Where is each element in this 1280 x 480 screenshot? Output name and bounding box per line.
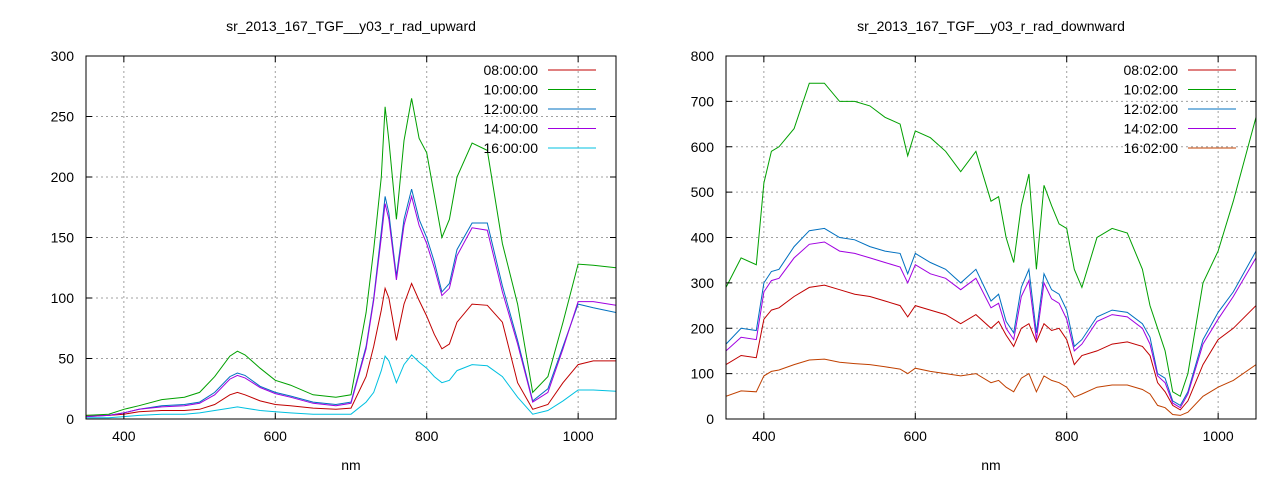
series-line-1 — [86, 282, 616, 416]
y-tick-label: 300 — [691, 275, 715, 291]
legend-label-4: 14:00:00 — [484, 121, 539, 137]
series-line-2 — [726, 82, 1256, 398]
series-line-5 — [86, 354, 616, 419]
legend-label-1: 08:02:00 — [1124, 62, 1179, 78]
x-tick-label: 1000 — [1203, 428, 1234, 444]
y-tick-label: 250 — [51, 109, 75, 125]
legend-label-4: 14:02:00 — [1124, 121, 1179, 137]
y-tick-label: 50 — [58, 351, 74, 367]
x-tick-label: 800 — [415, 428, 439, 444]
x-axis-label: nm — [981, 457, 1000, 473]
x-tick-label: 400 — [752, 428, 776, 444]
y-tick-label: 200 — [691, 320, 715, 336]
legend-label-5: 16:00:00 — [484, 140, 539, 156]
y-tick-label: 400 — [691, 230, 715, 246]
x-tick-label: 600 — [264, 428, 288, 444]
series-line-4 — [726, 241, 1256, 409]
x-tick-label: 1000 — [563, 428, 594, 444]
y-tick-label: 100 — [51, 290, 75, 306]
x-tick-label: 800 — [1055, 428, 1079, 444]
y-tick-label: 500 — [691, 184, 715, 200]
legend-label-2: 10:02:00 — [1124, 82, 1179, 98]
y-tick-label: 800 — [691, 48, 715, 64]
y-tick-label: 700 — [691, 93, 715, 109]
series-line-1 — [726, 284, 1256, 411]
legend-label-3: 12:02:00 — [1124, 101, 1179, 117]
x-tick-label: 400 — [112, 428, 136, 444]
y-tick-label: 0 — [706, 411, 714, 427]
x-axis-label: nm — [341, 457, 360, 473]
y-tick-label: 600 — [691, 139, 715, 155]
series-line-4 — [86, 194, 616, 418]
chart-title: sr_2013_167_TGF__y03_r_rad_upward — [226, 18, 476, 34]
series-line-5 — [726, 358, 1256, 416]
chart-panel-2: 400 600 800 1000 0 100 200 300 400 500 600 700 800 sr… — [691, 18, 1257, 473]
legend-label-5: 16:02:00 — [1124, 140, 1179, 156]
y-tick-label: 150 — [51, 230, 75, 246]
y-tick-label: 100 — [691, 366, 715, 382]
legend-label-2: 10:00:00 — [484, 82, 539, 98]
chart-panel-1: 400 600 800 1000 0 50 100 150 200 250 300 sr_2013_1… — [51, 18, 617, 473]
series-line-3 — [726, 227, 1256, 407]
legend-label-3: 12:00:00 — [484, 101, 539, 117]
series-line-2 — [86, 98, 616, 416]
y-tick-label: 300 — [51, 48, 75, 64]
x-tick-label: 600 — [904, 428, 928, 444]
y-tick-label: 200 — [51, 169, 75, 185]
chart-title: sr_2013_167_TGF__y03_r_rad_downward — [857, 18, 1125, 34]
y-tick-label: 0 — [66, 411, 74, 427]
series-line-3 — [86, 188, 616, 418]
legend-label-1: 08:00:00 — [484, 62, 539, 78]
